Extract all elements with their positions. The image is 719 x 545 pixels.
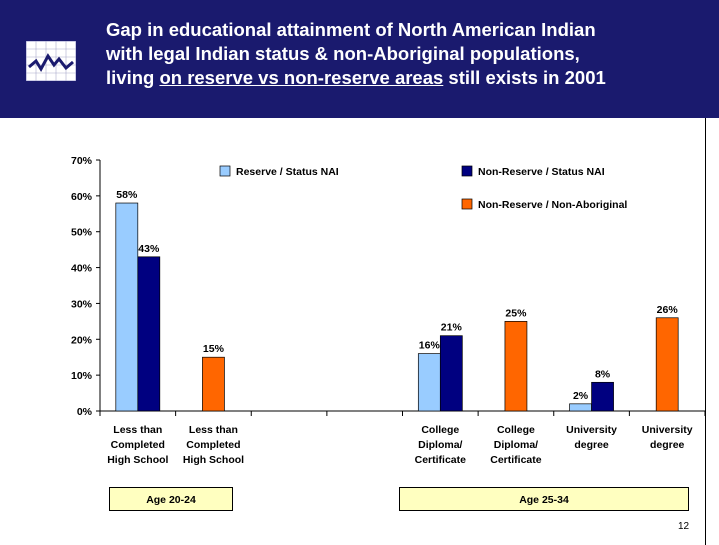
x-category-label: Less than (113, 424, 162, 436)
page-title: Gap in educational attainment of North A… (106, 18, 706, 90)
data-label: 15% (203, 343, 225, 355)
title-line-1: Gap in educational attainment of North A… (106, 19, 596, 40)
data-label: 43% (138, 243, 160, 255)
title-line-2: with legal Indian status & non-Aborigina… (106, 43, 580, 64)
x-category-label: Diploma/ (494, 439, 538, 451)
legend-label: Non-Reserve / Non-Aboriginal (478, 199, 627, 211)
legend-label: Reserve / Status NAI (236, 166, 339, 178)
x-category-label: Completed (186, 439, 240, 451)
data-label: 25% (505, 307, 527, 319)
title-line-3-prefix: living (106, 67, 160, 88)
y-tick-label: 0% (77, 406, 93, 418)
y-tick-label: 60% (71, 191, 93, 203)
x-category-label: Certificate (415, 454, 467, 466)
bar (202, 356, 225, 412)
y-tick-label: 40% (71, 263, 93, 275)
legend-swatch (219, 165, 231, 177)
age-group-box-20-24: Age 20-24 (109, 487, 233, 511)
data-label: 58% (116, 189, 138, 201)
x-category-label: University (642, 424, 693, 436)
x-category-label: High School (107, 454, 168, 466)
line-chart-icon (26, 41, 76, 81)
data-label: 2% (573, 390, 589, 402)
bar (417, 353, 441, 412)
title-line-3-underlined: on reserve vs non-reserve areas (159, 67, 444, 88)
legend-swatch (461, 165, 473, 177)
y-tick-label: 10% (71, 370, 93, 382)
bar (115, 202, 139, 412)
x-category-label: Less than (189, 424, 238, 436)
bar (569, 403, 592, 412)
bar (137, 256, 161, 412)
age-group-box-25-34: Age 25-34 (399, 487, 689, 511)
y-tick-label: 20% (71, 334, 93, 346)
y-tick-label: 70% (71, 155, 93, 167)
x-category-label: degree (574, 439, 609, 451)
legend-swatch (461, 198, 473, 210)
x-category-label: University (566, 424, 617, 436)
x-category-label: College (421, 424, 459, 436)
data-label: 21% (441, 322, 463, 334)
bar (504, 321, 528, 412)
slide-frame-line (705, 118, 706, 545)
legend-label: Non-Reserve / Status NAI (478, 166, 605, 178)
y-tick-label: 30% (71, 298, 93, 310)
x-category-label: College (497, 424, 535, 436)
title-line-3-suffix: still exists in 2001 (443, 67, 606, 88)
bar-chart: 0% 10% 20% 30% 40% 50% 60% 70% 58% 43% Less than Co… (71, 155, 706, 466)
x-category-label: Certificate (490, 454, 542, 466)
bar (439, 335, 463, 412)
y-tick-label: 50% (71, 227, 93, 239)
slide-header: Gap in educational attainment of North A… (0, 0, 719, 118)
x-category-label: Completed (111, 439, 165, 451)
bar (655, 317, 679, 412)
data-label: 26% (657, 304, 679, 316)
page-number: 12 (678, 521, 690, 532)
x-category-label: degree (650, 439, 685, 451)
x-category-label: High School (183, 454, 244, 466)
data-label: 8% (595, 368, 611, 380)
x-category-label: Diploma/ (418, 439, 462, 451)
data-label: 16% (419, 340, 441, 352)
bar (591, 381, 614, 412)
